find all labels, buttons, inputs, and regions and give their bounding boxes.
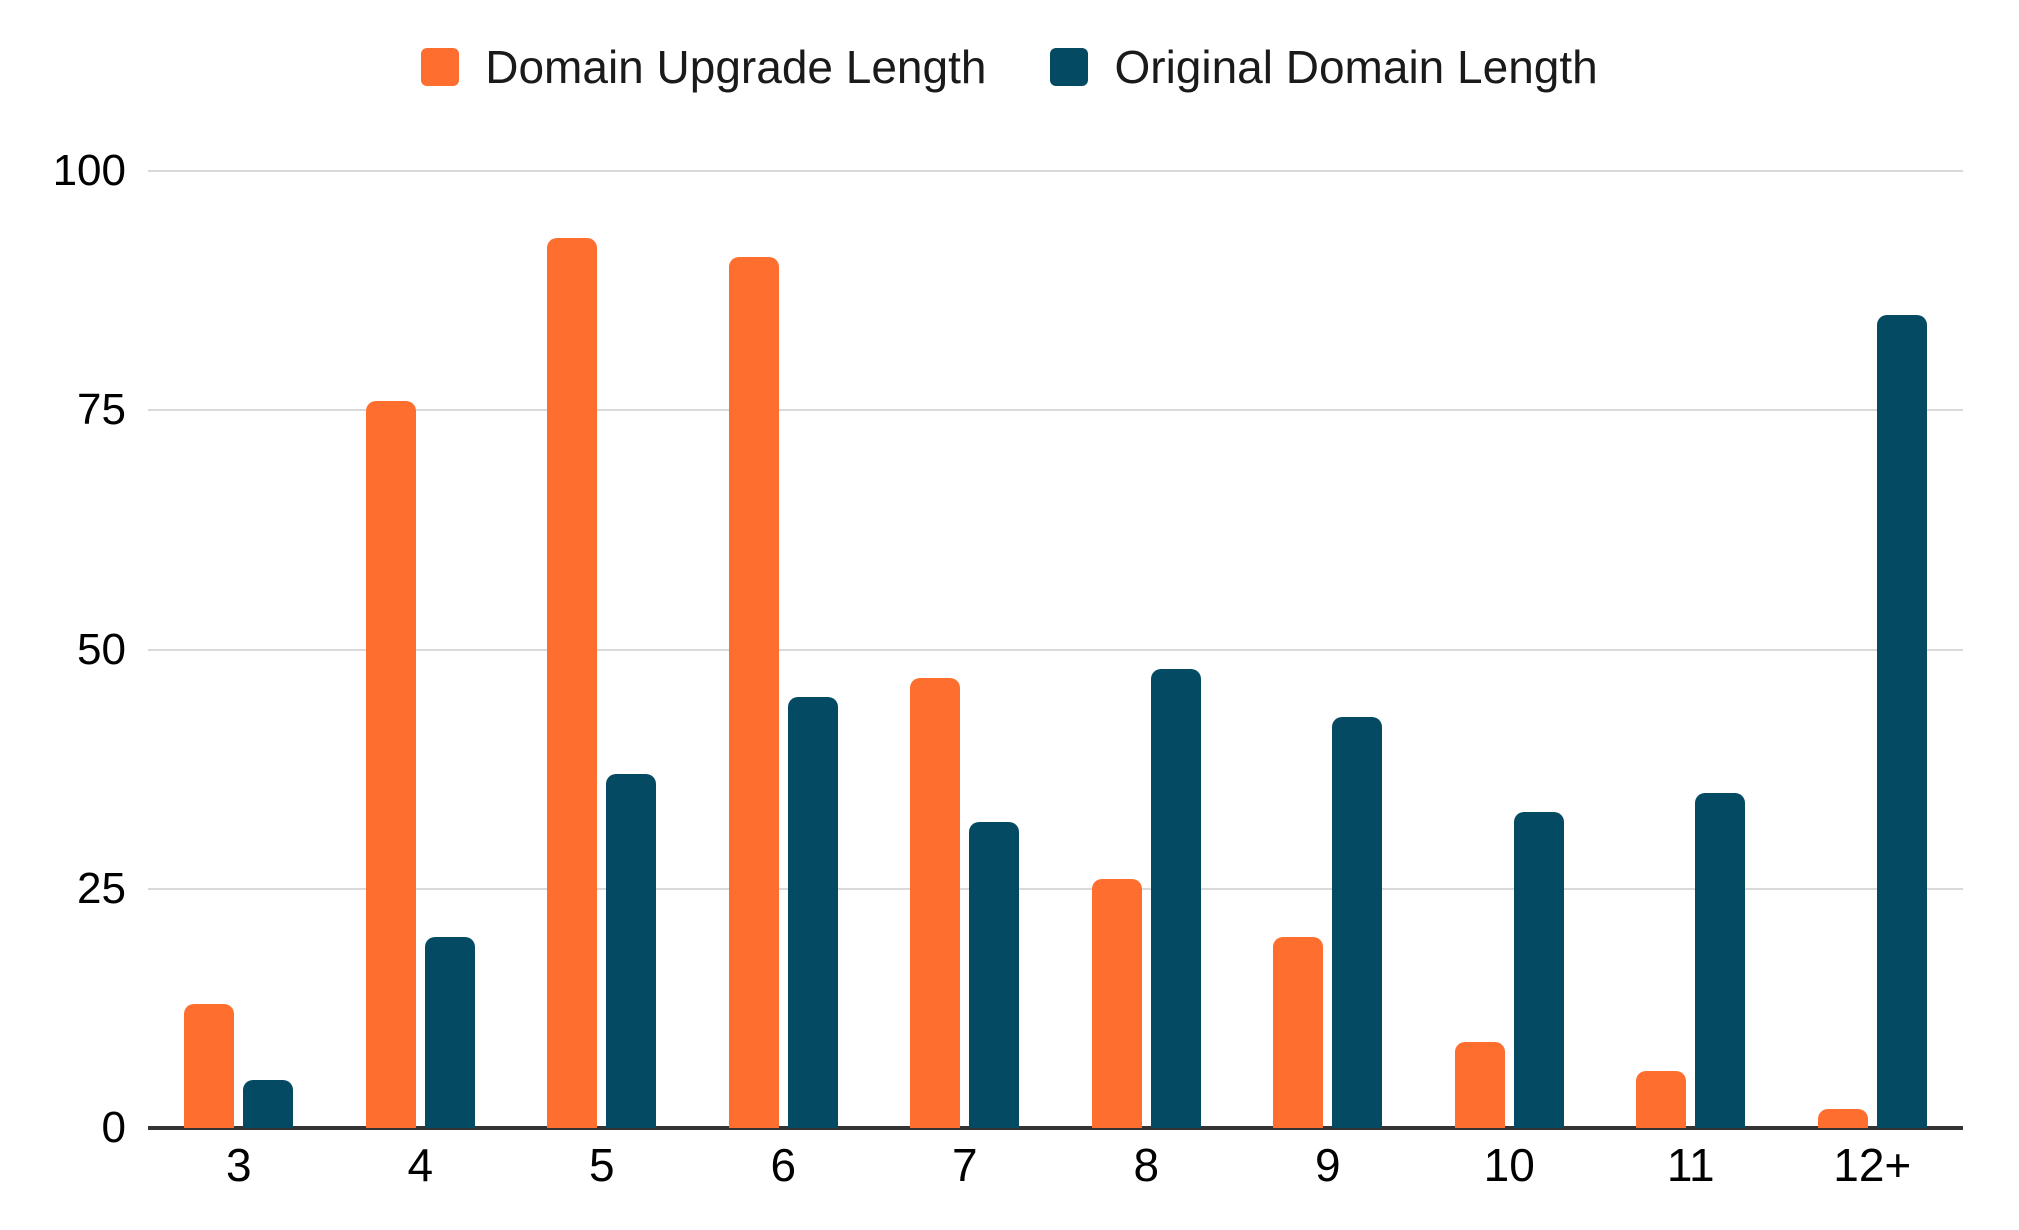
- plot-area: [148, 170, 1963, 1130]
- y-tick-label: 0: [101, 1103, 126, 1152]
- y-tick-label: 100: [52, 146, 126, 195]
- gridline: [148, 409, 1963, 412]
- bar-domain-upgrade-length-8: [1091, 879, 1142, 1128]
- bar-original-domain-length-6: [787, 697, 838, 1128]
- bar-group-8: [1056, 171, 1238, 1128]
- bar-group-10: [1419, 171, 1601, 1128]
- bar-original-domain-length-12+: [1876, 314, 1927, 1128]
- bar-original-domain-length-11: [1695, 793, 1746, 1128]
- x-tick-label: 3: [225, 1139, 252, 1191]
- x-tick-label: 11: [1666, 1139, 1715, 1191]
- x-tick-label: 5: [588, 1139, 615, 1191]
- y-tick-label: 75: [77, 385, 126, 435]
- bar-group-11: [1600, 171, 1782, 1128]
- bar-group-12+: [1782, 171, 1964, 1128]
- x-tick-label: 10: [1483, 1139, 1535, 1191]
- gridline: [148, 887, 1963, 890]
- bar-domain-upgrade-length-3: [184, 1003, 235, 1128]
- bar-domain-upgrade-length-9: [1273, 936, 1324, 1128]
- bar-domain-upgrade-length-11: [1636, 1070, 1687, 1128]
- bar-group-3: [148, 171, 330, 1128]
- bar-group-7: [874, 171, 1056, 1128]
- legend-swatch-navy-icon: [1050, 48, 1089, 86]
- legend-swatch-orange-icon: [421, 48, 460, 86]
- bar-original-domain-length-8: [1150, 668, 1201, 1128]
- x-tick-label: 12+: [1833, 1139, 1912, 1191]
- bar-original-domain-length-10: [1513, 812, 1564, 1128]
- x-tick-label: 6: [770, 1139, 797, 1191]
- gridline: [148, 648, 1963, 651]
- bar-domain-upgrade-length-7: [910, 678, 961, 1128]
- y-axis: 0 25 50 75 100: [0, 146, 126, 1152]
- x-tick-label: 8: [1133, 1139, 1160, 1191]
- bar-domain-upgrade-length-6: [728, 257, 779, 1128]
- x-axis-line: [148, 1126, 1963, 1130]
- bar-domain-upgrade-length-12+: [1817, 1108, 1868, 1128]
- x-tick-label: 9: [1314, 1139, 1341, 1191]
- x-axis-labels: 3 4 5 6 7 8 9 10 11 12+: [148, 1138, 1963, 1192]
- x-tick-label: 4: [407, 1139, 434, 1191]
- bar-group-6: [693, 171, 875, 1128]
- y-tick-label: 25: [77, 863, 126, 913]
- bar-group-5: [511, 171, 693, 1128]
- bar-groups: [148, 171, 1963, 1128]
- bar-group-9: [1237, 171, 1419, 1128]
- bar-original-domain-length-4: [424, 936, 475, 1128]
- legend-item-domain-upgrade-length: Domain Upgrade Length: [421, 40, 986, 94]
- bar-domain-upgrade-length-5: [547, 238, 598, 1128]
- bar-domain-upgrade-length-4: [365, 400, 416, 1128]
- bar-original-domain-length-5: [606, 773, 657, 1128]
- chart-legend: Domain Upgrade Length Original Domain Le…: [0, 40, 2019, 94]
- legend-item-original-domain-length: Original Domain Length: [1050, 40, 1598, 94]
- bar-group-4: [330, 171, 512, 1128]
- legend-label-original-domain-length: Original Domain Length: [1114, 41, 1598, 93]
- bar-original-domain-length-7: [969, 821, 1020, 1128]
- gridline: [148, 170, 1963, 172]
- legend-label-domain-upgrade-length: Domain Upgrade Length: [485, 41, 987, 93]
- bar-original-domain-length-3: [243, 1080, 294, 1128]
- x-tick-label: 7: [951, 1139, 978, 1191]
- bar-domain-upgrade-length-10: [1454, 1041, 1505, 1128]
- bar-original-domain-length-9: [1332, 716, 1383, 1128]
- y-tick-label: 50: [77, 624, 126, 674]
